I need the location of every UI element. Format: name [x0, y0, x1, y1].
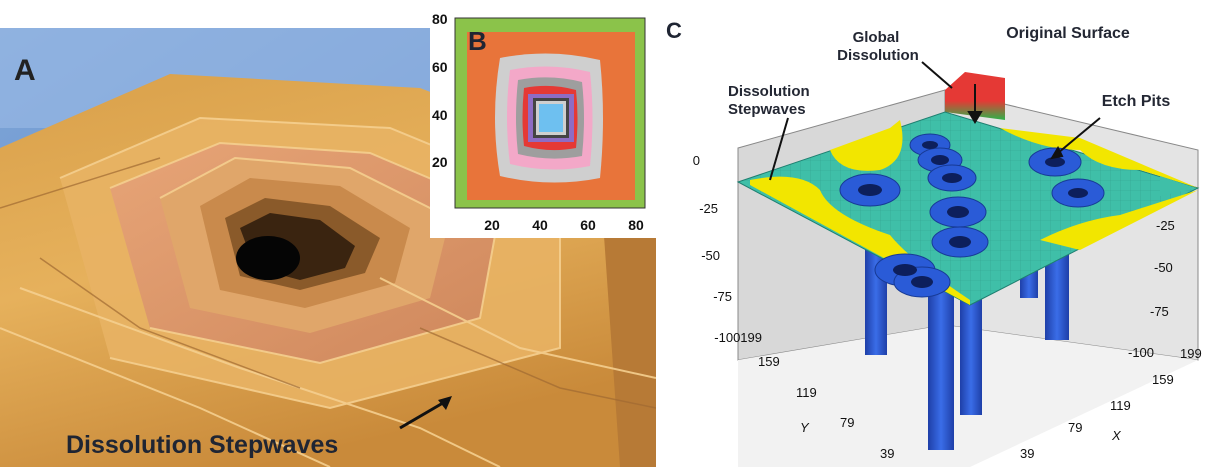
global-dissolution-line-2: Dissolution	[837, 47, 919, 64]
b-y-tick: 80	[432, 11, 448, 27]
z-tick-right: -50	[1154, 260, 1173, 275]
z-tick-left: -100199	[714, 330, 762, 345]
contour-map	[454, 17, 646, 209]
z-tick-right: -25	[1156, 218, 1175, 233]
panel-c-simulation-plot: C Global Dissolution Original Surface Di…	[660, 0, 1208, 467]
panel-b-letter: B	[468, 26, 487, 56]
etch-pits-label: Etch Pits	[1102, 93, 1171, 110]
y-axis-tick: 39	[880, 446, 894, 461]
b-x-tick: 40	[532, 217, 548, 233]
global-dissolution-line-1: Global	[853, 29, 900, 46]
b-x-tick: 60	[580, 217, 596, 233]
y-axis-tick: 79	[840, 415, 854, 430]
z-tick-left: -50	[701, 248, 720, 263]
x-axis-tick: 159	[1152, 372, 1174, 387]
y-axis-label: Y	[800, 420, 810, 435]
x-axis-tick: 199	[1180, 346, 1202, 361]
y-axis-tick: 159	[758, 354, 780, 369]
z-tick-right: -75	[1150, 304, 1169, 319]
dissolution-stepwaves-label: Dissolution Stepwaves	[728, 83, 814, 118]
panel-b-contour-inset: B 20 40 60 80 20 40 60 80	[430, 8, 660, 238]
b-y-tick: 40	[432, 107, 448, 123]
z-tick-right: -100	[1128, 345, 1154, 360]
original-surface-label: Original Surface	[1006, 25, 1130, 42]
panel-c-letter: C	[666, 18, 682, 43]
z-tick-left: 0	[693, 153, 700, 168]
panel-a-letter: A	[14, 54, 36, 87]
caption-arrow	[399, 398, 449, 430]
callout-arrows	[769, 61, 1101, 181]
b-x-tick: 80	[628, 217, 644, 233]
b-x-tick: 20	[484, 217, 500, 233]
x-axis-tick: 119	[1110, 398, 1131, 413]
global-dissolution-label: Global Dissolution	[837, 29, 919, 64]
stepwaves-line-2: Stepwaves	[728, 101, 806, 118]
x-axis-tick: 39	[1020, 446, 1034, 461]
x-axis-label: X	[1111, 428, 1122, 443]
stepwaves-caption: Dissolution Stepwaves	[66, 431, 338, 459]
x-axis-tick: 79	[1068, 420, 1082, 435]
z-tick-left: -75	[713, 289, 732, 304]
b-y-tick: 20	[432, 154, 448, 170]
etch-pits	[839, 133, 1105, 298]
b-y-tick: 60	[432, 59, 448, 75]
y-axis-tick: 119	[796, 385, 817, 400]
z-tick-left: -25	[699, 201, 718, 216]
stepwaves-line-1: Dissolution	[728, 83, 810, 100]
